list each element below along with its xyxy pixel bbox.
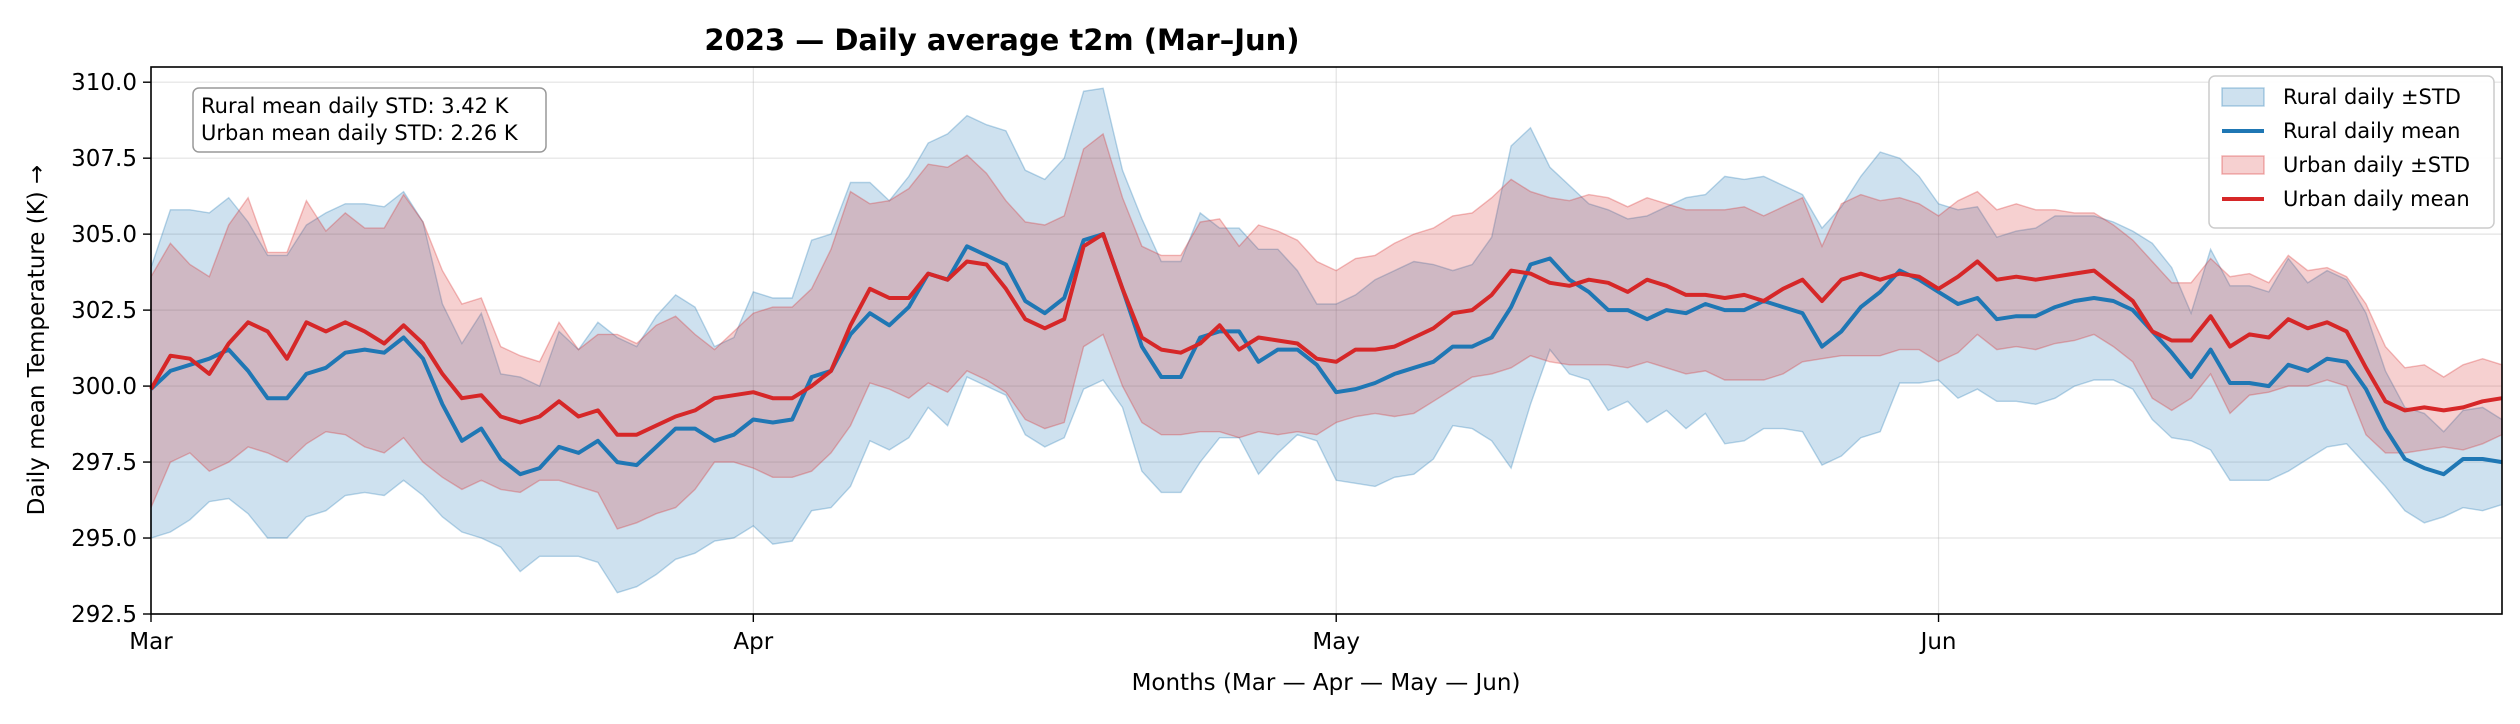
y-axis: 292.5 295.0 297.5 300.0 302.5 305.0 307.5 310.0 <box>71 70 151 628</box>
legend-swatch <box>2221 155 2265 175</box>
mean-lines <box>149 232 2503 477</box>
legend: Rural daily ±STD Rural daily mean Urban da… <box>2208 75 2495 229</box>
legend-label: Urban daily ±STD <box>2283 153 2470 177</box>
plot-frame <box>150 66 2503 615</box>
legend-label: Rural daily ±STD <box>2283 85 2461 109</box>
urban-std-band <box>150 132 2503 530</box>
x-tick-label: Mar <box>129 629 173 655</box>
x-tick-label: Jun <box>1919 629 1957 655</box>
y-tick-label: 297.5 <box>71 450 137 476</box>
urban-mean-line <box>149 232 2503 437</box>
legend-label: Urban daily mean <box>2283 187 2470 211</box>
y-tick-label: 292.5 <box>71 602 137 628</box>
x-tick-label: Apr <box>733 629 773 655</box>
y-tick-label: 305.0 <box>71 222 137 248</box>
y-tick-label: 300.0 <box>71 374 137 400</box>
std-bands <box>150 87 2503 594</box>
x-tick-label: May <box>1312 629 1360 655</box>
legend-frame <box>2208 75 2495 229</box>
x-axis-label: Months (Mar — Apr — May — Jun) <box>1132 670 1521 696</box>
annotation-box <box>192 87 547 153</box>
y-tick-label: 302.5 <box>71 298 137 324</box>
y-axis-label: Daily mean Temperature (K) → <box>24 165 50 516</box>
y-tick-label: 295.0 <box>71 526 137 552</box>
x-axis: Mar Apr May Jun <box>129 614 1957 655</box>
chart-title: 2023 — Daily average t2m (Mar–Jun) <box>704 23 1299 57</box>
legend-swatch <box>2221 87 2265 107</box>
y-tick-label: 307.5 <box>71 146 137 172</box>
annotation-line: Urban mean daily STD: 2.26 K <box>201 121 519 145</box>
y-tick-label: 310.0 <box>71 70 137 96</box>
rural-mean-line <box>149 232 2503 477</box>
annotation-line: Rural mean daily STD: 3.42 K <box>201 94 510 118</box>
std-annotation: Rural mean daily STD: 3.42 K Urban mean d… <box>192 87 547 153</box>
legend-label: Rural daily mean <box>2283 119 2461 143</box>
